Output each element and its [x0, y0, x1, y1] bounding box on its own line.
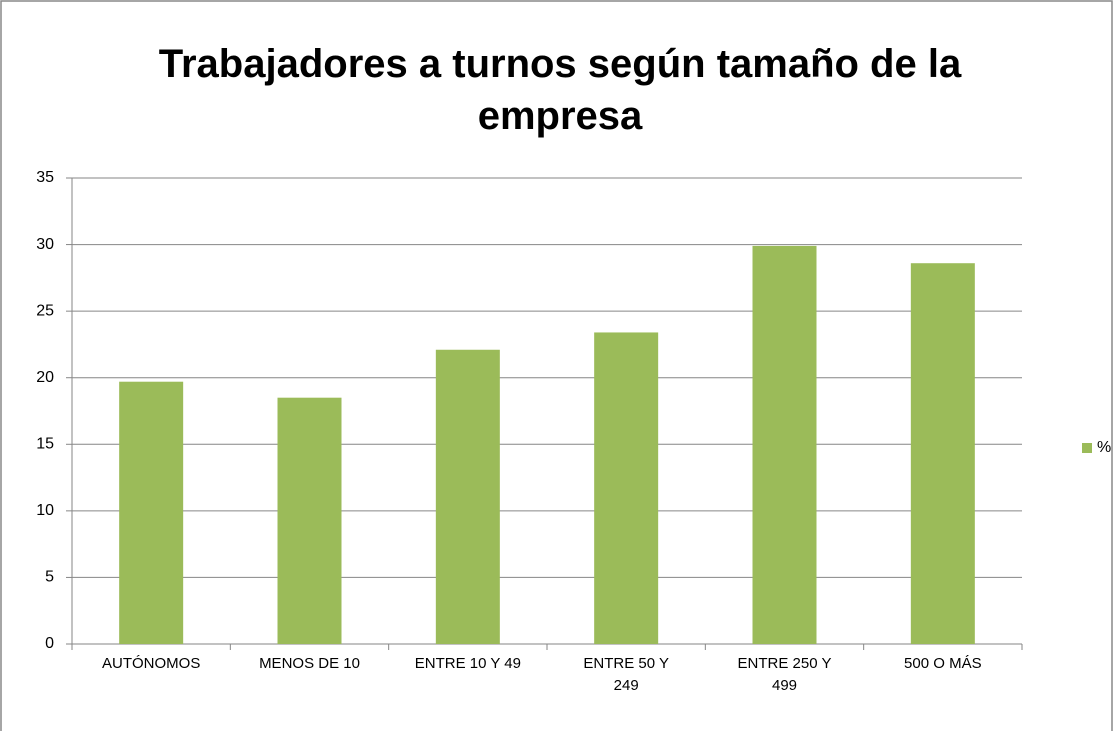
y-tick-label: 25	[36, 302, 54, 319]
x-tick-label: MENOS DE 10	[259, 655, 360, 672]
y-tick-label: 5	[45, 569, 54, 586]
y-tick-label: 0	[45, 635, 54, 652]
y-tick-label: 15	[36, 436, 54, 453]
bar	[752, 245, 817, 644]
bar	[277, 397, 342, 644]
bar	[594, 332, 659, 644]
y-tick-label: 10	[36, 502, 54, 519]
legend-swatch	[1082, 443, 1092, 453]
x-tick-label: AUTÓNOMOS	[101, 655, 201, 672]
x-tick-label: ENTRE 250 Y 499	[737, 655, 832, 694]
x-tick-label: ENTRE 10 Y 49	[414, 655, 521, 672]
y-tick-label: 30	[36, 236, 54, 253]
y-tick-label: 20	[36, 369, 54, 386]
bar	[435, 349, 500, 644]
legend-label: %	[1097, 439, 1111, 456]
x-tick-label: ENTRE 50 Y 249	[583, 655, 669, 694]
bar	[119, 381, 184, 644]
bar	[910, 263, 975, 644]
x-tick-label: 500 O MÁS	[904, 655, 982, 672]
chart-title: Trabajadores a turnos según tamaño de la…	[158, 42, 962, 138]
y-tick-label: 35	[36, 169, 54, 186]
